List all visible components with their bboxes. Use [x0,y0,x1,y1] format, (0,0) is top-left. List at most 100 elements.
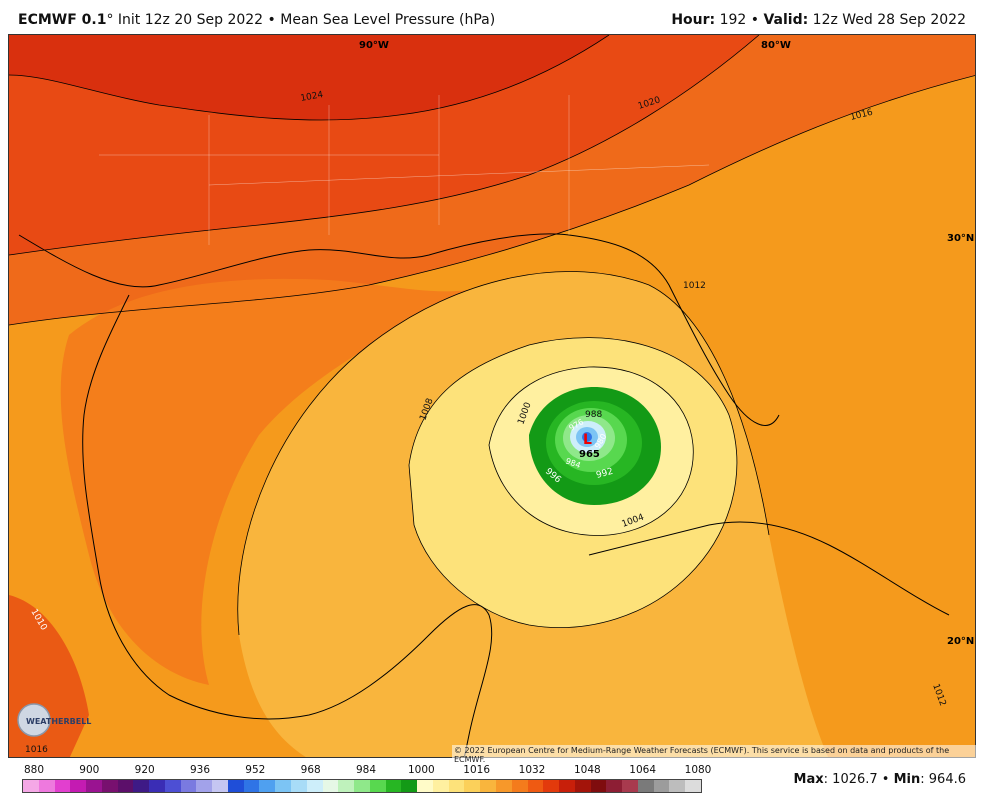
min-label: Min [893,772,921,787]
storm-center-value: 965 [579,449,600,460]
lon-label-80w: 80°W [761,40,791,51]
legend-swatch [196,780,213,792]
legend-swatch [117,780,134,792]
pressure-map: L 90°W 80°W 30°N 20°N 1024 1020 1016 101… [8,34,976,758]
valid-label: Valid: [763,12,809,28]
legend-swatch [669,780,686,792]
legend-tick-label: 1016 [463,764,491,776]
logo-text: WEATHERBELL [26,717,91,726]
separator: • [881,772,890,787]
hour-value: 192 [719,12,747,28]
min-value: : 964.6 [920,772,966,787]
legend-tick-label: 1000 [407,764,435,776]
legend-swatch [543,780,560,792]
init-time: Init 12z 20 Sep 2022 [117,12,264,28]
legend-tick-label: 920 [134,764,155,776]
legend-swatch [511,780,528,792]
logo-graphic: WEATHERBELL [17,703,91,737]
legend-tick-label: 880 [23,764,45,776]
max-value: : 1026.7 [823,772,878,787]
legend-swatch [86,780,102,792]
legend-swatch [559,780,575,792]
contour-label: 1024 [300,90,325,104]
legend-swatch [495,780,512,792]
header: ECMWF 0.1° Init 12z 20 Sep 2022 • Mean S… [0,0,984,34]
contour-label: 988 [585,410,602,420]
field-name: Mean Sea Level Pressure (hPa) [280,12,496,28]
legend-swatch [417,780,433,792]
legend-swatch [685,780,701,792]
legend-swatch [464,780,481,792]
legend-swatch [527,780,544,792]
legend-swatch [54,780,71,792]
contour-lines [9,35,975,636]
legend-swatch [622,780,638,792]
valid-value: 12z Wed 28 Sep 2022 [812,12,966,28]
contour-label: 992 [595,467,614,481]
legend-tick-label: 1080 [684,764,712,776]
legend-swatch [574,780,591,792]
legend-tick-label: 1064 [629,764,657,776]
legend-tick-labels: 880 900 920 936 952 968 984 1000 1016 1032 1048 106… [18,762,711,778]
legend-swatch [38,780,55,792]
legend-swatch [243,780,260,792]
pressure-region-1012-west [60,278,469,685]
legend-swatch [164,780,181,792]
legend-swatch [180,780,197,792]
legend-tick-label: 1048 [573,764,601,776]
legend-swatch [432,780,449,792]
color-legend: 880 900 920 936 952 968 984 1000 1016 1032 1048 106… [18,762,711,802]
legend-swatch [448,780,465,792]
legend-swatch [23,780,39,792]
legend-swatch [637,780,654,792]
legend-tick-label: 936 [189,764,211,776]
legend-color-bar [22,779,702,793]
legend-tick-label: 952 [245,764,266,776]
low-pressure-marker: L [583,432,592,448]
copyright-notice: © 2022 European Centre for Medium-Range … [452,745,984,765]
pressure-band-1024 [9,35,609,121]
lat-label-20n: 20°N [947,636,974,647]
legend-swatch [227,780,244,792]
legend-tick-label: 984 [355,764,377,776]
stats: Max: 1026.7 • Min: 964.6 [794,772,966,787]
header-right: Hour: 192 • Valid: 12z Wed 28 Sep 2022 [671,12,966,28]
logo-globe [17,703,51,737]
separator: • [750,12,760,28]
legend-swatch [70,780,87,792]
legend-swatch [354,780,370,792]
legend-swatch [653,780,670,792]
legend-tick-label: 900 [79,764,100,776]
degree-symbol: ° [106,12,114,28]
legend-swatch [385,780,402,792]
coastlines [18,233,950,757]
legend-swatch [101,780,118,792]
legend-swatch [133,780,150,792]
legend-swatch [606,780,623,792]
legend-tick-label: 1032 [518,764,546,776]
lon-label-90w: 90°W [359,40,389,51]
legend-swatch [291,780,307,792]
state-borders [99,95,710,245]
header-left: ECMWF 0.1° Init 12z 20 Sep 2022 • Mean S… [18,12,495,28]
hour-label: Hour: [671,12,716,28]
lat-label-30n: 30°N [947,233,974,244]
legend-swatch [306,780,323,792]
legend-swatch [322,780,339,792]
legend-swatch [149,780,165,792]
legend-swatch [338,780,355,792]
contour-label: 1016 [25,745,48,755]
legend-tick-label: 968 [300,764,321,776]
map-canvas: L 90°W 80°W 30°N 20°N 1024 1020 1016 101… [9,35,975,757]
max-label: Max [793,772,824,787]
legend-swatch [480,780,496,792]
separator: • [267,12,276,28]
legend-swatch [401,780,418,792]
contour-label: 1012 [683,281,706,291]
legend-swatch [259,780,276,792]
legend-swatch [212,780,228,792]
weatherbell-logo: WEATHERBELL [14,700,100,742]
pressure-ring-968 [582,432,592,442]
legend-swatch [275,780,292,792]
model-name: ECMWF 0.1 [18,12,107,28]
